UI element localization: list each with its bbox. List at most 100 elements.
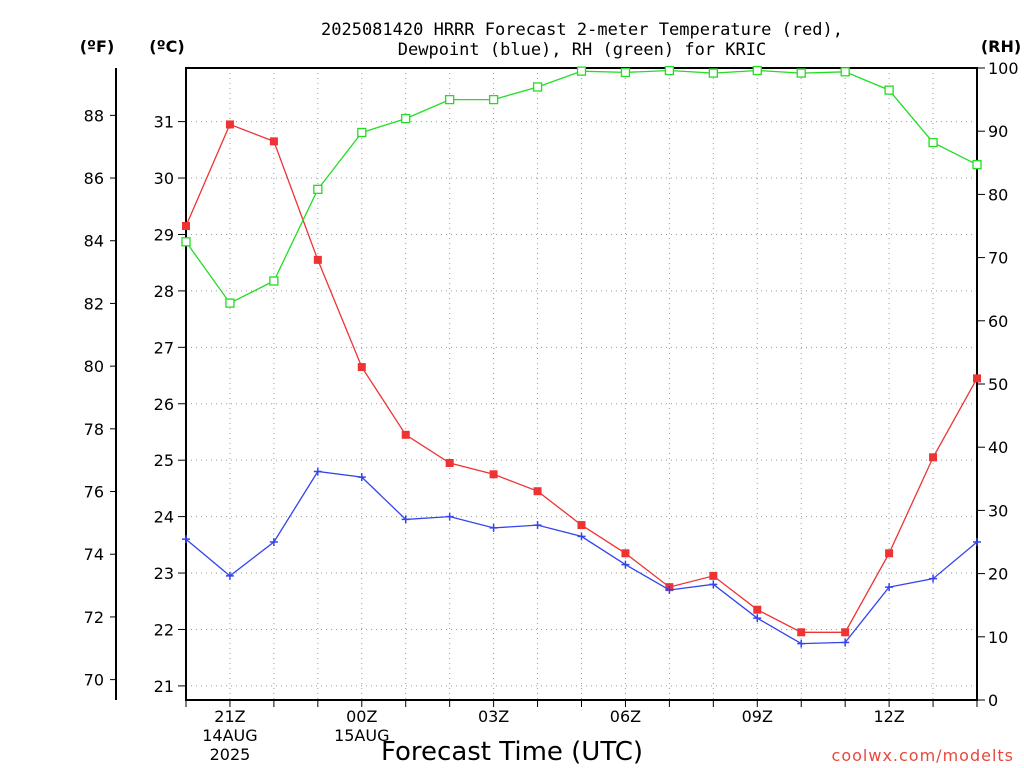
rh-tick-label: 60 — [988, 312, 1008, 331]
fahrenheit-tick-label: 80 — [84, 357, 104, 376]
fahrenheit-tick-label: 88 — [84, 106, 104, 125]
temperature-point — [225, 120, 234, 129]
temperature-point — [533, 487, 542, 496]
temperature-point — [885, 549, 894, 558]
x-tick-label: 2025 — [210, 745, 251, 764]
temperature-point — [313, 255, 322, 264]
celsius-tick-label: 28 — [154, 282, 174, 301]
rh-tick-label: 100 — [988, 59, 1019, 78]
x-tick-label: 06Z — [610, 707, 641, 726]
x-tick-label: 00Z — [346, 707, 377, 726]
data-series — [181, 65, 982, 648]
temperature-point — [621, 549, 630, 558]
temperature-point — [401, 430, 410, 439]
rh-axis-unit: (RH) — [981, 37, 1021, 56]
dewpoint-point — [621, 560, 630, 569]
dewpoint-point — [841, 638, 850, 647]
temperature-point — [269, 137, 278, 146]
temperature-point — [973, 374, 981, 383]
rh-tick-label: 40 — [988, 438, 1008, 457]
dewpoint-point — [885, 583, 894, 592]
rh-tick-label: 70 — [988, 249, 1008, 268]
rh-tick-label: 50 — [988, 375, 1008, 394]
rh-point — [664, 65, 675, 76]
chart-title-line-1: 2025081420 HRRR Forecast 2-meter Tempera… — [321, 20, 843, 40]
fahrenheit-tick-label: 84 — [84, 232, 104, 251]
dewpoint-point — [225, 571, 234, 580]
celsius-tick-label: 21 — [154, 677, 174, 696]
temperature-point — [841, 628, 850, 637]
rh-point — [357, 127, 367, 138]
fahrenheit-tick-label: 76 — [84, 483, 104, 502]
x-axis-label: Forecast Time (UTC) — [381, 737, 643, 767]
x-tick-label: 14AUG — [202, 726, 257, 745]
fahrenheit-tick-label: 74 — [84, 545, 104, 564]
rh-point — [269, 276, 279, 286]
celsius-tick-label: 30 — [154, 169, 174, 188]
dewpoint-line — [185, 470, 978, 645]
fahrenheit-tick-label: 72 — [84, 608, 104, 627]
rh-tick-label: 30 — [988, 501, 1008, 520]
rh-point — [532, 82, 543, 92]
rh-point — [796, 68, 806, 78]
rh-point — [313, 184, 323, 194]
dewpoint-point — [533, 521, 542, 530]
dewpoint-point — [797, 639, 806, 648]
rh-point — [488, 94, 499, 105]
temperature-point — [709, 571, 718, 580]
x-tick-label: 15AUG — [334, 726, 389, 745]
celsius-axis-unit: (ºC) — [149, 37, 184, 56]
rh-point — [928, 137, 938, 148]
tick-labels: 21 22 23 24 25 26 27 28 29 30 31 70 72 74 76 78 80 82 84 86… — [84, 59, 1019, 764]
dewpoint-point — [401, 515, 410, 524]
dewpoint-point — [929, 574, 938, 583]
celsius-tick-label: 27 — [154, 338, 174, 357]
fahrenheit-tick-label: 70 — [84, 671, 104, 690]
dewpoint-point — [445, 512, 454, 521]
temperature-point — [753, 605, 762, 614]
celsius-tick-label: 22 — [154, 620, 174, 639]
rh-point — [884, 85, 894, 95]
dewpoint-point — [709, 580, 718, 589]
dewpoint-point — [973, 538, 981, 546]
dewpoint-point — [313, 467, 322, 476]
celsius-tick-label: 29 — [154, 225, 174, 244]
rh-point — [401, 113, 411, 124]
fahrenheit-tick-label: 82 — [84, 294, 104, 313]
grid-lines — [185, 68, 978, 700]
dewpoint-point — [357, 473, 366, 482]
dewpoint-point — [753, 614, 762, 623]
dewpoint-point — [182, 535, 190, 544]
dewpoint-point — [665, 585, 674, 594]
fahrenheit-tick-label: 78 — [84, 420, 104, 439]
rh-point — [576, 66, 587, 76]
fahrenheit-tick-label: 86 — [84, 169, 104, 188]
fahrenheit-axis-unit: (ºF) — [80, 37, 115, 56]
x-tick-label: 03Z — [478, 707, 509, 726]
rh-tick-label: 0 — [988, 691, 998, 710]
rh-tick-label: 90 — [988, 122, 1008, 141]
rh-point — [620, 67, 631, 78]
rh-point — [225, 298, 235, 308]
x-tick-label: 09Z — [742, 707, 773, 726]
temperature-point — [357, 363, 366, 372]
dewpoint-point — [577, 532, 586, 541]
celsius-tick-label: 24 — [154, 508, 174, 527]
celsius-tick-label: 26 — [154, 395, 174, 414]
source-credit: coolwx.com/modelts — [832, 746, 1014, 765]
rh-point — [752, 65, 762, 76]
dewpoint-point — [489, 523, 498, 532]
rh-tick-label: 80 — [988, 185, 1008, 204]
temperature-point — [445, 459, 454, 467]
rh-point — [708, 68, 718, 78]
celsius-tick-label: 25 — [154, 451, 174, 470]
rh-point — [840, 67, 850, 77]
axes — [110, 67, 985, 707]
x-tick-label: 12Z — [873, 707, 904, 726]
temperature-point — [577, 521, 586, 530]
rh-point — [181, 237, 191, 247]
chart-title-line-2: Dewpoint (blue), RH (green) for KRIC — [398, 40, 766, 60]
rh-tick-label: 10 — [988, 628, 1008, 647]
celsius-tick-label: 31 — [154, 113, 174, 132]
